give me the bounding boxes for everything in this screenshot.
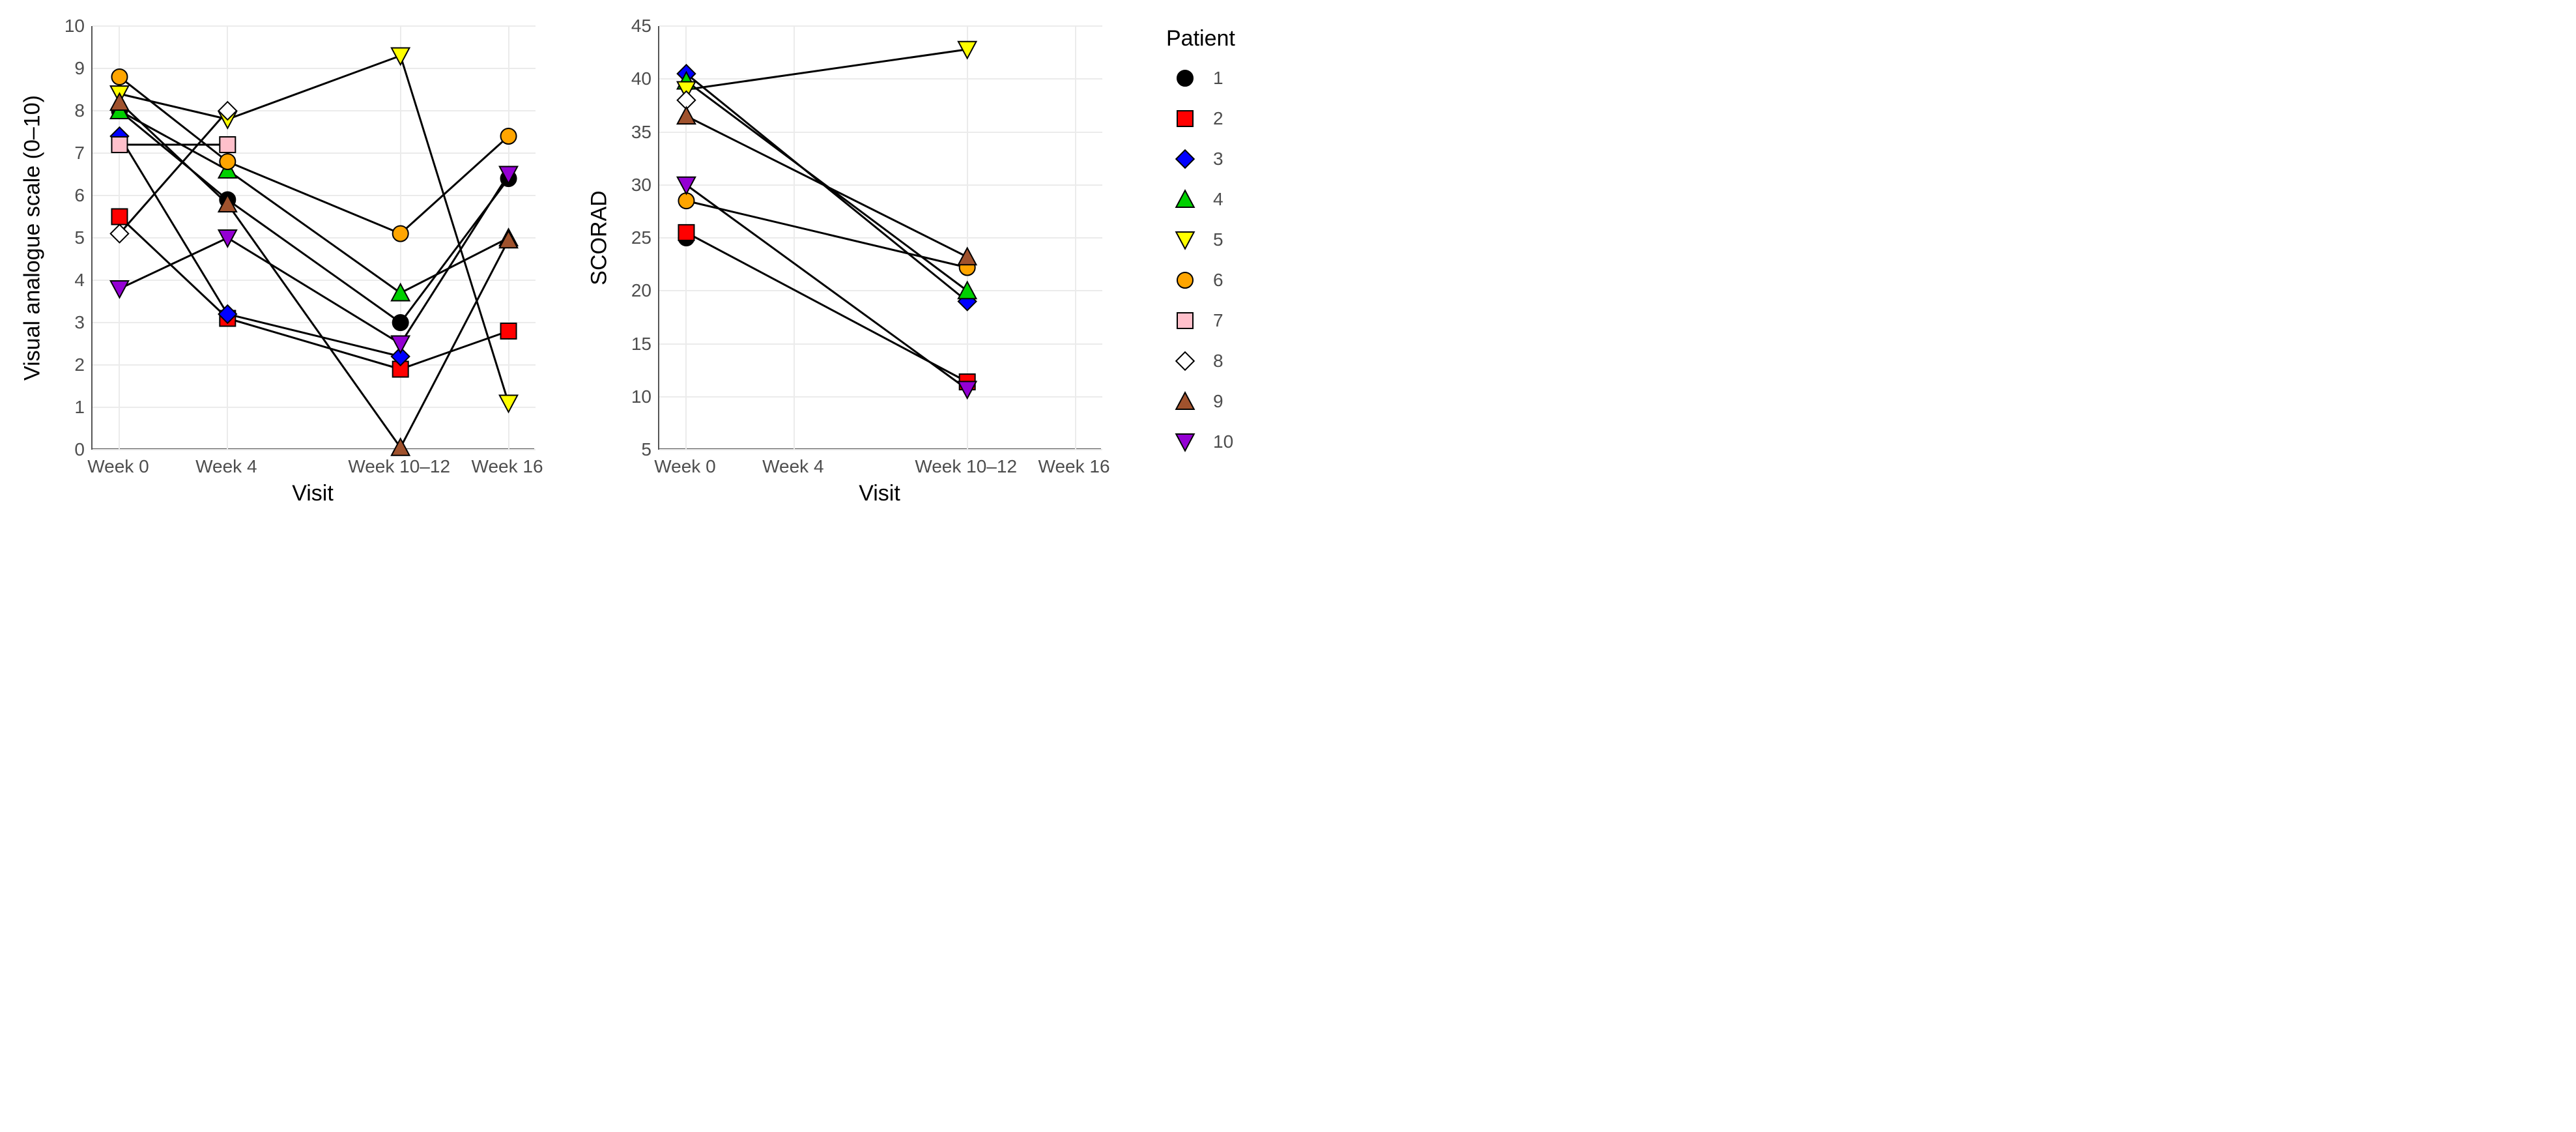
y-tick-label: 25 [631,227,651,248]
legend-item-8: 8 [1166,342,1235,380]
legend-item-5: 5 [1166,221,1235,259]
legend: Patient 1 2 3 4 5 6 7 8 9 10 [1166,13,1235,463]
legend-swatch [1166,59,1204,97]
legend-swatch [1166,342,1204,380]
legend-swatch [1166,261,1204,299]
legend-item-6: 6 [1166,261,1235,299]
y-tick-label: 2 [74,355,85,375]
x-tick-label: Week 0 [87,456,149,477]
x-axis-title: Visit [292,481,334,506]
y-tick-label: 6 [74,185,85,206]
y-tick-label: 1 [74,397,85,418]
legend-item-7: 7 [1166,302,1235,340]
x-tick-label: Week 4 [762,456,823,477]
legend-label: 7 [1213,310,1224,331]
plot-area [658,26,1101,450]
y-tick-label: 45 [631,16,651,36]
x-tick-label: Week 4 [195,456,257,477]
panel-scorad: 5 10 15 20 25 30 35 40 45 Week 0 Week 4 Week 10–12 W… [580,13,1121,508]
y-tick-label: 5 [641,439,651,460]
y-tick-label: 7 [74,143,85,164]
y-tick-label: 9 [74,58,85,79]
y-tick-label: 35 [631,122,651,143]
y-axis-title: Visual analogue scale (0–10) [20,95,46,381]
legend-swatch [1166,181,1204,218]
legend-label: 5 [1213,229,1224,250]
legend-label: 6 [1213,270,1224,291]
x-tick-label: Week 10–12 [348,456,450,477]
figure-root: 012345678910Week 0Week 4Week 10–12Week 1… [0,0,1288,566]
x-tick-label: Week 10–12 [915,456,1017,477]
legend-item-9: 9 [1166,383,1235,420]
x-tick-label: Week 0 [654,456,715,477]
y-tick-label: 0 [74,439,85,460]
y-tick-label: 30 [631,175,651,196]
legend-swatch [1166,383,1204,420]
legend-item-3: 3 [1166,140,1235,178]
legend-swatch [1166,100,1204,138]
y-tick-label: 20 [631,280,651,301]
plot-area [91,26,534,450]
legend-swatch [1166,302,1204,340]
legend-title: Patient [1166,26,1235,51]
legend-label: 3 [1213,149,1224,169]
legend-label: 8 [1213,351,1224,371]
y-tick-label: 4 [74,270,85,291]
x-axis-title: Visit [859,481,900,506]
y-axis-title: SCORAD [587,190,612,285]
legend-label: 9 [1213,391,1224,412]
y-tick-label: 40 [631,68,651,89]
legend-swatch [1166,140,1204,178]
x-tick-label: Week 16 [472,456,543,477]
legend-item-1: 1 [1166,59,1235,97]
x-tick-label: Week 16 [1038,456,1110,477]
plot-svg [93,26,536,450]
y-tick-label: 8 [74,100,85,121]
y-tick-label: 3 [74,312,85,333]
legend-item-2: 2 [1166,100,1235,138]
legend-swatch [1166,221,1204,259]
legend-item-10: 10 [1166,423,1235,461]
legend-label: 2 [1213,108,1224,129]
legend-item-4: 4 [1166,181,1235,218]
y-tick-label: 10 [631,386,651,407]
legend-label: 10 [1213,431,1233,452]
legend-label: 4 [1213,189,1224,210]
panel-vas: 0 1 2 3 4 5 6 7 8 9 10 Week 0 Week 4 Week 10–12 Week 1… [13,13,554,508]
plot-svg [659,26,1102,450]
y-tick-label: 5 [74,227,85,248]
legend-label: 1 [1213,68,1224,89]
legend-swatch [1166,423,1204,461]
y-tick-label: 15 [631,334,651,355]
y-tick-label: 10 [64,16,85,36]
